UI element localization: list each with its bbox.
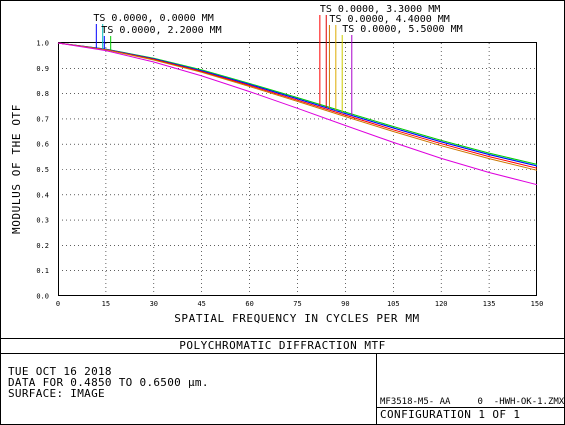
y-tick-labels: 0.0 0.1 0.2 0.3 0.4 0.5 0.6 0.7 0.8 0.9 1.0 <box>36 40 49 301</box>
x-tick-labels: 0 15 30 45 60 75 90 105 120 135 150 <box>56 300 543 308</box>
y-tick-label: 0.7 <box>36 115 49 123</box>
chart-title: POLYCHROMATIC DIFFRACTION MTF <box>179 339 386 352</box>
y-tick-label: 0.4 <box>36 191 49 199</box>
x-tick-label: 135 <box>483 300 496 308</box>
date-text: TUE OCT 16 2018 <box>8 365 112 378</box>
mtf-series-line <box>57 42 538 169</box>
x-tick-label: 30 <box>150 300 158 308</box>
mtf-series-line <box>57 42 538 171</box>
wavelength-range-text: DATA FOR 0.4850 TO 0.6500 µm. <box>8 376 209 389</box>
plot-frame <box>58 42 537 296</box>
y-axis-label: MODULUS OF THE OTF <box>10 104 23 234</box>
x-tick-label: 15 <box>102 300 110 308</box>
x-tick-label: 90 <box>341 300 349 308</box>
legend-label: TS 0.0000, 4.4000 MM <box>329 14 449 25</box>
y-tick-label: 0.1 <box>36 267 49 275</box>
y-tick-label: 0.6 <box>36 141 49 149</box>
x-tick-label: 150 <box>531 300 544 308</box>
grid <box>58 43 537 296</box>
mtf-curves <box>57 42 538 186</box>
y-tick-label: 0.0 <box>36 293 49 301</box>
legend-label: TS 0.0000, 5.5000 MM <box>342 24 462 35</box>
lens-file-text: MF3518-M5- AA 0 -HWH-OK-1.ZMX <box>380 397 565 407</box>
configuration-text: CONFIGURATION 1 OF 1 <box>380 408 521 421</box>
x-tick-label: 120 <box>435 300 448 308</box>
y-tick-label: 0.2 <box>36 242 49 250</box>
legend-label: TS 0.0000, 3.3000 MM <box>320 4 440 15</box>
x-tick-label: 105 <box>387 300 400 308</box>
y-tick-label: 0.9 <box>36 65 49 73</box>
x-axis-label: SPATIAL FREQUENCY IN CYCLES PER MM <box>174 312 420 325</box>
x-tick-label: 75 <box>293 300 301 308</box>
x-tick-label: 60 <box>245 300 253 308</box>
mtf-series-line <box>57 42 538 186</box>
x-tick-label: 45 <box>197 300 205 308</box>
legend-label: TS 0.0000, 2.2000 MM <box>101 25 221 36</box>
legend-label: TS 0.0000, 0.0000 MM <box>93 13 213 24</box>
x-tick-label: 0 <box>56 300 60 308</box>
y-tick-label: 0.5 <box>36 166 49 174</box>
y-tick-label: 0.3 <box>36 217 49 225</box>
y-tick-label: 0.8 <box>36 90 49 98</box>
y-tick-label: 1.0 <box>36 40 49 48</box>
surface-text: SURFACE: IMAGE <box>8 387 105 400</box>
